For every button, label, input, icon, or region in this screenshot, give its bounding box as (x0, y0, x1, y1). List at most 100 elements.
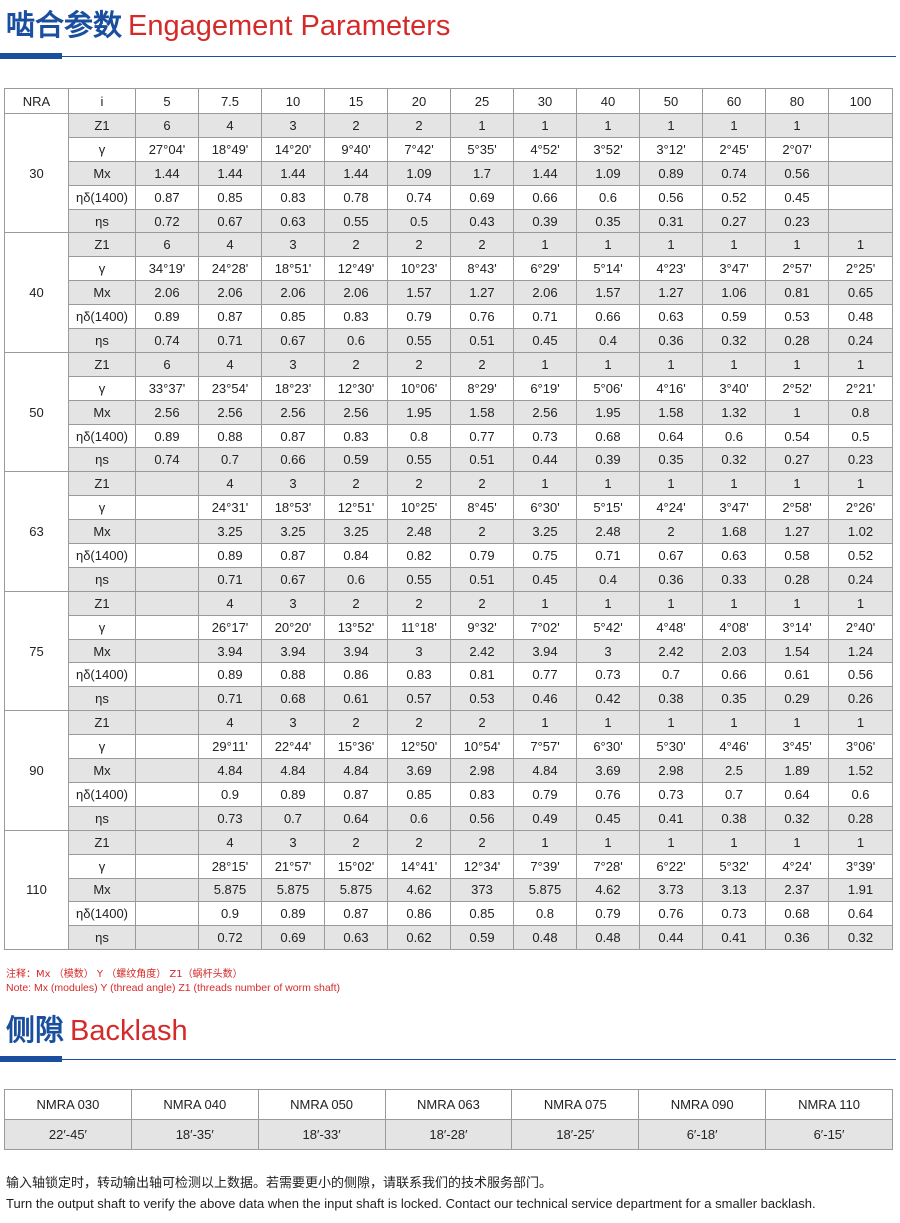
value-cell: 0.89 (198, 662, 262, 688)
param-label-cell: ηδ(1400) (68, 781, 136, 807)
value-cell: 0.55 (387, 447, 451, 473)
param-label-cell: ηs (68, 805, 136, 831)
backlash-model-cell: NMRA 090 (638, 1089, 767, 1120)
value-cell: 3.94 (513, 638, 577, 664)
value-cell: 2.06 (513, 280, 577, 306)
value-cell: 4°08' (702, 614, 766, 640)
value-cell: 1 (828, 232, 893, 258)
value-cell: 4°16' (639, 375, 703, 401)
value-cell: 0.65 (828, 280, 893, 306)
value-cell: 0.87 (324, 781, 388, 807)
value-cell: 4 (198, 829, 262, 855)
value-cell: 2.56 (135, 399, 199, 425)
value-cell: 1 (576, 232, 640, 258)
value-cell: 0.66 (261, 447, 325, 473)
backlash-title-en: Backlash (70, 1015, 188, 1047)
value-cell: 0.6 (576, 184, 640, 210)
backlash-model-cell: NMRA 063 (384, 1089, 513, 1120)
value-cell: 1.58 (639, 399, 703, 425)
value-cell: 0.4 (576, 328, 640, 353)
nra-size-cell: 90 (4, 710, 69, 831)
value-cell: 0.38 (702, 805, 766, 831)
value-cell: 0.7 (198, 447, 262, 473)
value-cell: 0.36 (639, 566, 703, 592)
value-cell: 1 (765, 399, 829, 425)
value-cell: 2.56 (513, 399, 577, 425)
table-row: 30 Z1 6 4 3 2 2 1 1 1 1 1 1 (4, 112, 893, 234)
value-cell: 1 (576, 113, 640, 138)
value-cell: 0.53 (450, 686, 514, 712)
value-cell: 5°32' (702, 853, 766, 879)
value-cell: 0.86 (387, 901, 451, 927)
value-cell: 1.09 (387, 160, 451, 186)
value-cell: 0.85 (450, 901, 514, 927)
value-cell: 0.51 (450, 447, 514, 473)
value-cell: 0.83 (324, 304, 388, 330)
value-cell: 2.48 (387, 519, 451, 545)
value-cell: 1 (828, 471, 893, 497)
table-row: γ 29°11' 22°44' 15°36' 12°50' 10°54' 7°57' 6°30… (5, 734, 893, 760)
param-label-cell: Z1 (68, 590, 136, 616)
value-cell: 26°17' (198, 614, 262, 640)
table-row: ηs 0.72 0.67 0.63 0.55 0.5 0.43 0.39 0.35 0.31 0.2… (5, 208, 893, 234)
value-cell: 1 (639, 113, 703, 138)
value-cell: 6°30' (576, 734, 640, 760)
value-cell: 3°14' (765, 614, 829, 640)
value-cell: 0.88 (198, 423, 262, 449)
value-cell: 2.56 (261, 399, 325, 425)
value-cell: 3°40' (702, 375, 766, 401)
value-cell: 373 (450, 877, 514, 903)
header-cell: 20 (387, 88, 451, 114)
value-cell: 0.68 (765, 901, 829, 927)
value-cell: 3 (261, 471, 325, 497)
value-cell (135, 877, 199, 903)
value-cell: 6 (135, 351, 199, 377)
backlash-value-cell: 18′-33′ (257, 1119, 386, 1150)
table-row: ηs 0.73 0.7 0.64 0.6 0.56 0.49 0.45 0.41 0.38 0.32… (5, 805, 893, 831)
value-cell: 1.32 (702, 399, 766, 425)
value-cell: 1.89 (765, 758, 829, 783)
value-cell: 1.06 (702, 280, 766, 306)
value-cell: 3 (261, 232, 325, 258)
value-cell: 0.76 (450, 304, 514, 330)
value-cell: 0.71 (198, 566, 262, 592)
value-cell: 0.56 (450, 805, 514, 831)
value-cell: 2°26' (828, 495, 893, 521)
param-label-cell: γ (68, 614, 136, 640)
value-cell: 2.06 (198, 280, 262, 306)
value-cell: 15°02' (324, 853, 388, 879)
backlash-title: 侧隙 Backlash (6, 1013, 188, 1048)
value-cell (135, 614, 199, 640)
backlash-model-cell: NMRA 075 (511, 1089, 640, 1120)
value-cell: 1.44 (324, 160, 388, 186)
table-row: Mx 2.56 2.56 2.56 2.56 1.95 1.58 2.56 1.95 1.58 1.… (5, 399, 893, 425)
value-cell: 1.54 (765, 638, 829, 664)
value-cell: 0.55 (324, 208, 388, 234)
value-cell: 1 (765, 471, 829, 497)
backlash-value-cell: 6′-15′ (765, 1119, 893, 1150)
value-cell: 0.44 (513, 447, 577, 473)
value-cell (135, 734, 199, 760)
value-cell: 1 (639, 351, 703, 377)
value-cell: 2 (639, 519, 703, 545)
param-label-cell: ηs (68, 328, 136, 353)
value-cell: 0.87 (261, 423, 325, 449)
value-cell: 0.75 (513, 543, 577, 568)
value-cell (828, 184, 893, 210)
table-row: Mx 1.44 1.44 1.44 1.44 1.09 1.7 1.44 1.09 0.89 0.7… (5, 160, 893, 186)
value-cell: 0.73 (576, 662, 640, 688)
value-cell: 0.76 (576, 781, 640, 807)
value-cell: 18°51' (261, 256, 325, 282)
backlash-title-rule (0, 1056, 896, 1062)
value-cell: 2 (387, 113, 451, 138)
value-cell: 2 (450, 471, 514, 497)
value-cell: 1 (513, 590, 577, 616)
value-cell: 7°39' (513, 853, 577, 879)
value-cell: 4°24' (765, 853, 829, 879)
value-cell (135, 710, 199, 736)
value-cell: 3.94 (198, 638, 262, 664)
value-cell: 0.73 (702, 901, 766, 927)
value-cell (828, 136, 893, 162)
footer-cn: 输入轴锁定时，转动输出轴可检测以上数据。若需要更小的侧隙，请联系我们的技术服务部… (6, 1176, 553, 1191)
param-label-cell: γ (68, 375, 136, 401)
